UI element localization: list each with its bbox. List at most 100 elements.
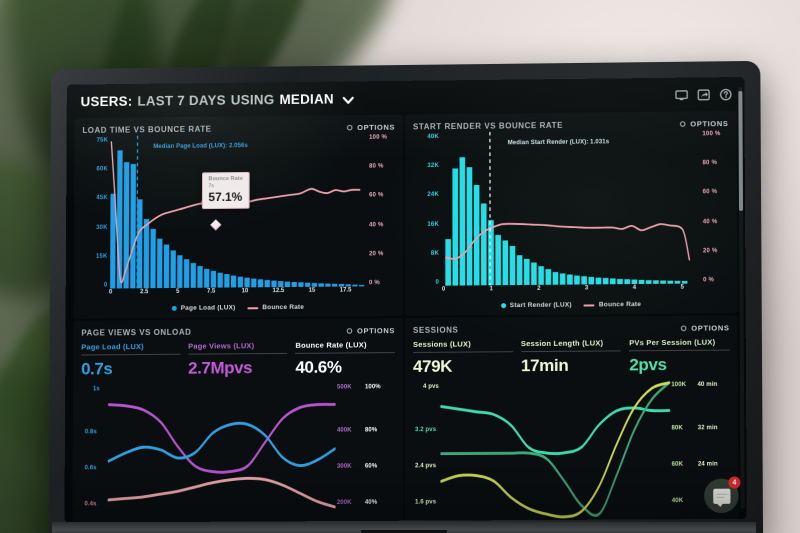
y-axis-right: 100 % 80 % 60 % 40 % 20 % 0 % [702, 131, 729, 283]
title-metric: MEDIAN [279, 91, 334, 107]
y-tick: 45K [96, 195, 108, 202]
hinge-notch [361, 530, 447, 533]
y2-tick: 60 % [369, 192, 384, 199]
y-tick: 3.2 pvs [415, 427, 437, 434]
y3-tick: 40 min [697, 382, 718, 389]
y-axis-left: 75K 60K 45K 30K 15K 0 [82, 138, 108, 289]
y-tick: 75K [96, 137, 109, 144]
y2-tick: 100 % [369, 134, 388, 141]
x-tick: 3 [584, 285, 589, 292]
x-tick: 10 [241, 288, 249, 295]
x-axis: 0 1 2 3 4 5 [441, 284, 699, 297]
chevron-down-icon[interactable] [342, 94, 353, 105]
y3-tick: 24 min [697, 461, 718, 468]
gear-icon [680, 325, 687, 332]
options-button[interactable]: OPTIONS [680, 323, 730, 333]
chart-legend: Page Load (LUX) Bounce Rate [81, 300, 395, 316]
kpi-value: 17min [520, 355, 569, 376]
x-tick: 12.5 [272, 288, 285, 295]
options-button[interactable]: OPTIONS [346, 326, 395, 335]
kpi-label: Page Load (LUX) [81, 341, 181, 356]
y-axis-left: 4 pvs 3.2 pvs 2.4 pvs 1.6 pvs [415, 379, 441, 518]
legend-item-page-load[interactable]: Page Load (LUX) [171, 304, 235, 312]
y-tick: 40K [427, 134, 439, 141]
y-tick: 1s [92, 386, 100, 393]
y-axis-right: 100 % 80 % 60 % 40 % 20 % 0 % [369, 135, 395, 287]
legend-label: Bounce Rate [598, 301, 642, 309]
kpi-page-views[interactable]: Page Views (LUX) 2.7Mpvs [188, 340, 288, 379]
tooltip-value: 57.1% [208, 189, 243, 204]
x-tick: 17.5 [339, 287, 352, 294]
y2-tick: 80K [671, 425, 683, 432]
panel-grid: LOAD TIME VS BOUNCE RATE OPTIONS [64, 110, 746, 523]
options-button[interactable]: OPTIONS [346, 123, 395, 132]
kpi-page-load[interactable]: Page Load (LUX) 0.7s [81, 341, 181, 380]
kpi-label: Sessions (LUX) [413, 339, 513, 353]
panel-sessions: SESSIONS OPTIONS Sessio [405, 315, 739, 521]
y2-tick: 20 % [369, 250, 384, 258]
y-tick: 32K [427, 163, 439, 170]
page-title[interactable]: USERS: LAST 7 DAYS USING MEDIAN [81, 91, 353, 109]
y-tick: 0 [103, 282, 108, 289]
laptop: USERS: LAST 7 DAYS USING MEDIAN [48, 60, 764, 533]
kpi-label: PVs Per Session (LUX) [629, 337, 730, 352]
x-tick: 2 [537, 285, 541, 292]
scrollbar-thumb[interactable] [738, 90, 744, 211]
top-bar-icons [675, 88, 732, 102]
y-tick: 1.6 pvs [415, 499, 437, 506]
title-prefix: USERS: [80, 93, 133, 109]
kpi-sessions[interactable]: Sessions (LUX) 479K [413, 339, 513, 377]
kpi-label: Page Views (LUX) [188, 340, 288, 355]
options-label: OPTIONS [690, 119, 729, 129]
panel-title: LOAD TIME VS BOUNCE RATE [82, 124, 212, 135]
legend-item-bounce-rate[interactable]: Bounce Rate [247, 304, 304, 311]
y3-tick: 60% [364, 463, 378, 470]
options-button[interactable]: OPTIONS [679, 119, 728, 129]
plot-area [107, 380, 336, 520]
y-tick: 24K [427, 192, 439, 199]
screen-bezel: USERS: LAST 7 DAYS USING MEDIAN [64, 76, 747, 523]
title-using: USING [230, 91, 275, 108]
help-icon[interactable] [719, 88, 732, 101]
y2-tick: 300K [336, 463, 352, 470]
x-tick: 1 [489, 286, 493, 293]
monitor-icon[interactable] [675, 88, 688, 101]
panel-load-time: LOAD TIME VS BOUNCE RATE OPTIONS [73, 114, 404, 319]
dashboard: USERS: LAST 7 DAYS USING MEDIAN [64, 76, 747, 523]
x-tick: 0 [108, 289, 113, 296]
y2-tick: 500K [336, 384, 352, 391]
y3-tick: 32 min [697, 425, 718, 432]
legend-item-bounce-rate[interactable]: Bounce Rate [583, 301, 642, 309]
y2-tick: 60 % [702, 189, 718, 196]
screen: USERS: LAST 7 DAYS USING MEDIAN [64, 76, 747, 523]
y-tick: 30K [96, 224, 108, 231]
kpi-value: 2.7Mpvs [188, 358, 253, 378]
y3-tick: 100% [364, 384, 381, 391]
kpi-pvs-per-session[interactable]: PVs Per Session (LUX) 2pvs [629, 337, 730, 375]
kpi-value: 0.7s [81, 359, 113, 379]
tooltip-title: Bounce Rate [208, 175, 243, 182]
chat-badge: 4 [728, 476, 741, 489]
legend-item-start-render[interactable]: Start Render (LUX) [500, 302, 572, 310]
y2-tick: 40K [671, 497, 684, 504]
x-tick: 7.5 [206, 288, 216, 295]
laptop-hinge [52, 522, 756, 533]
x-tick: 5 [176, 288, 180, 295]
y2-tick: 80 % [369, 163, 384, 170]
kpi-row: Page Load (LUX) 0.7s Page Views (LUX) 2.… [81, 338, 396, 380]
panel-header: PAGE VIEWS VS ONLOAD OPTIONS [81, 323, 395, 340]
x-tick: 5 [680, 284, 684, 291]
y-tick: 4 pvs [423, 384, 439, 391]
y3-tick: 40% [364, 499, 378, 506]
chat-bubble-icon [712, 488, 730, 504]
chat-widget[interactable]: 4 [704, 476, 741, 514]
y2-tick: 100K [671, 382, 687, 389]
kpi-session-length[interactable]: Session Length (LUX) 17min [520, 338, 622, 376]
y-tick: 0 [435, 279, 440, 286]
y2-tick: 40 % [702, 218, 718, 225]
tooltip-sub: 7s [208, 182, 214, 189]
share-icon[interactable] [697, 88, 710, 101]
y3-tick: 80% [364, 427, 378, 434]
chart-load-time: 75K 60K 45K 30K 15K 0 100 % 80 % [82, 135, 396, 303]
kpi-bounce-rate[interactable]: Bounce Rate (LUX) 40.6% [295, 340, 396, 378]
